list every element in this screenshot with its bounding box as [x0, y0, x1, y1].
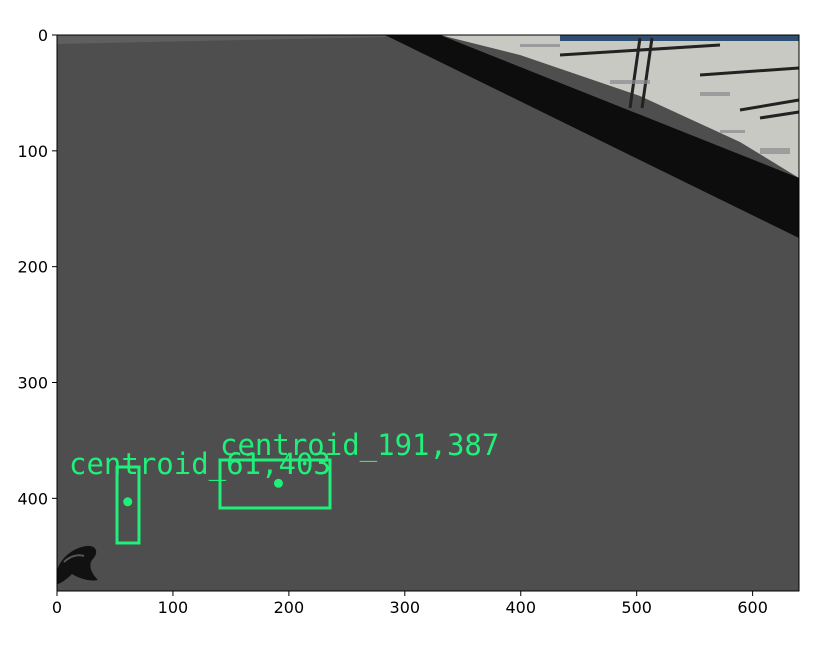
object-highlight: [63, 554, 85, 563]
centroid-dot: [273, 478, 283, 488]
axes-frame: [56, 34, 800, 592]
centroid-dot: [123, 497, 133, 507]
x-axis: 0 100 200 300 400 500 600: [52, 591, 768, 617]
dark-band: [385, 35, 799, 238]
detection-label: centroid_61,403: [69, 447, 331, 482]
detection-box: [218, 458, 332, 510]
detection-label: centroid_191,387: [220, 428, 499, 463]
y-tick-label: 0: [38, 26, 48, 45]
floor-region: [57, 35, 799, 591]
x-tick-label: 0: [52, 598, 62, 617]
x-tick-label: 300: [390, 598, 421, 617]
detection-box: [115, 465, 141, 545]
floor-edge-strip: [57, 35, 385, 44]
x-tick-label: 400: [505, 598, 536, 617]
y-tick-label: 300: [17, 374, 48, 393]
y-tick-label: 400: [17, 489, 48, 508]
y-tick-label: 100: [17, 142, 48, 161]
y-axis: 0 100 200 300 400: [17, 26, 57, 508]
x-tick-label: 600: [737, 598, 768, 617]
equipment-details: [559, 37, 800, 120]
cabinet-texture: [520, 44, 790, 154]
dark-object: [57, 545, 98, 584]
camera-image: [57, 35, 800, 591]
backdrop-region: [440, 35, 799, 178]
y-tick-label: 200: [17, 258, 48, 277]
x-tick-label: 100: [158, 598, 189, 617]
blue-frame: [560, 35, 799, 41]
x-tick-label: 500: [621, 598, 652, 617]
x-tick-label: 200: [274, 598, 305, 617]
